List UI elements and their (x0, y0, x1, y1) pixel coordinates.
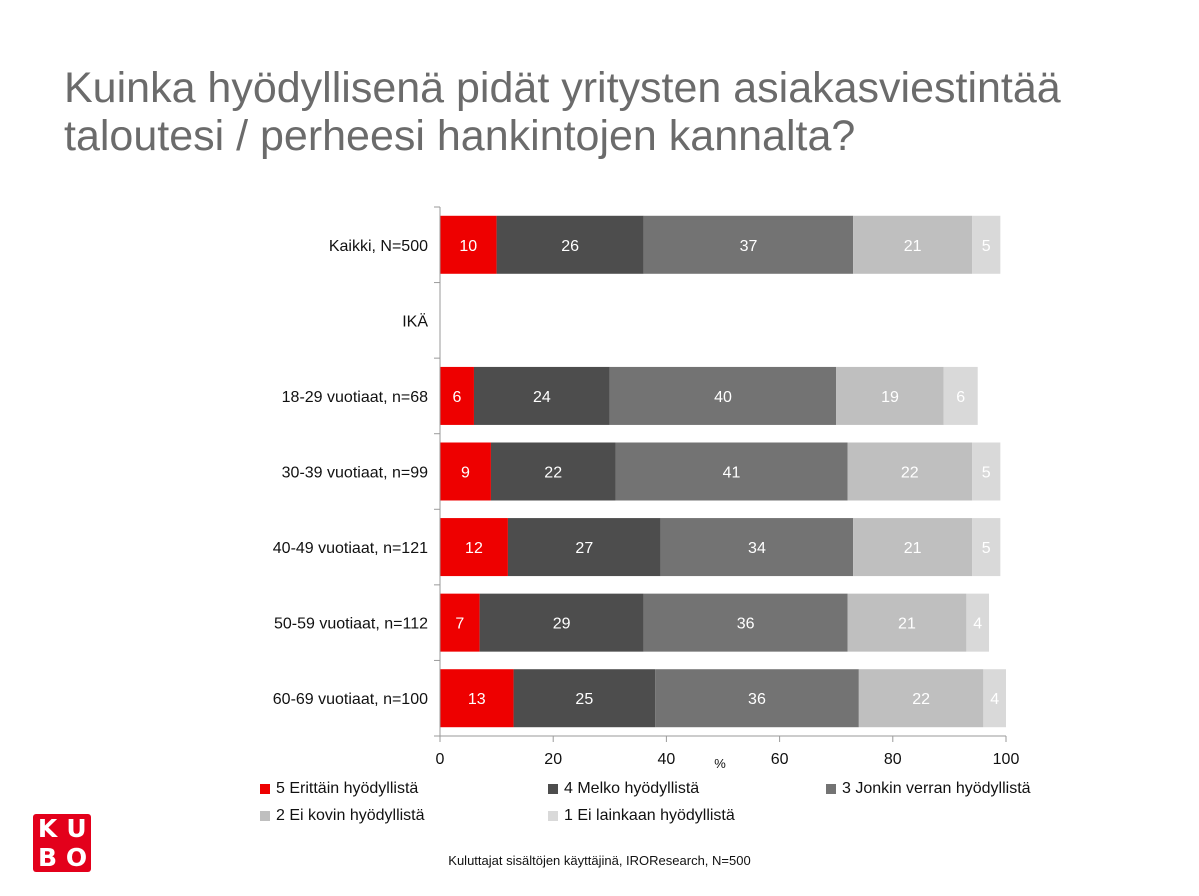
bar-segment (473, 366, 610, 425)
bar-segment (836, 366, 944, 425)
category-label: 18-29 vuotiaat, n=68 (282, 389, 428, 406)
legend-swatch (260, 811, 270, 821)
data-label: 4 (990, 691, 999, 708)
legend-swatch (548, 811, 558, 821)
logo-letter: B (37, 843, 58, 872)
data-label: 25 (575, 691, 593, 708)
category-label: 50-59 vuotiaat, n=112 (274, 616, 428, 633)
bar-segment (983, 669, 1006, 728)
legend-label: 3 Jonkin verran hyödyllistä (842, 780, 1031, 797)
data-label: 4 (973, 616, 982, 633)
x-tick-label: 80 (884, 751, 902, 768)
bar-segment (643, 593, 848, 652)
legend-label: 4 Melko hyödyllistä (564, 780, 700, 797)
data-label: 19 (881, 389, 899, 406)
bar-segment (858, 669, 984, 728)
bar-segment (507, 518, 661, 577)
bar-segment (479, 593, 644, 652)
bar-segment (490, 442, 616, 501)
bar-segment (853, 518, 973, 577)
bar-segment (440, 518, 508, 577)
bar-segment (440, 593, 480, 652)
data-label: 40 (714, 389, 732, 406)
x-tick-label: 20 (544, 751, 562, 768)
data-label: 37 (740, 238, 758, 255)
source-note: Kuluttajat sisältöjen käyttäjinä, IRORes… (448, 853, 751, 868)
page-title: Kuinka hyödyllisenä pidät yritysten asia… (64, 64, 1061, 160)
data-label: 21 (898, 616, 916, 633)
bar-segment (847, 442, 973, 501)
data-label: 22 (912, 691, 930, 708)
bar-segment (609, 366, 837, 425)
bar-segment (496, 215, 644, 274)
bar-segment (847, 593, 967, 652)
data-label: 5 (982, 465, 991, 482)
legend-item-ei-kovin: 2 Ei kovin hyödyllistä (260, 807, 425, 825)
bar-segment (853, 215, 973, 274)
bar-segment (440, 442, 491, 501)
data-label: 7 (455, 616, 464, 633)
data-label: 41 (723, 465, 741, 482)
bar-segment (615, 442, 848, 501)
category-label: IKÄ (402, 312, 428, 330)
logo-letter: U (66, 814, 87, 843)
data-label: 12 (465, 540, 483, 557)
legend-item-erittain: 5 Erittäin hyödyllistä (260, 780, 418, 798)
data-label: 9 (461, 465, 470, 482)
bar-segment (440, 215, 497, 274)
x-tick-label: 100 (993, 751, 1020, 768)
data-label: 5 (982, 238, 991, 255)
legend-item-melko: 4 Melko hyödyllistä (548, 780, 699, 798)
legend-item-ei-lainkaan: 1 Ei lainkaan hyödyllistä (548, 807, 735, 825)
legend-item-jonkin-verran: 3 Jonkin verran hyödyllistä (826, 780, 1031, 798)
data-label: 22 (544, 465, 562, 482)
legend-label: 5 Erittäin hyödyllistä (276, 780, 419, 797)
data-label: 24 (533, 389, 551, 406)
data-label: 6 (453, 389, 462, 406)
kubo-logo: K U B O (33, 814, 91, 872)
bar-segment (655, 669, 859, 728)
data-label: 26 (561, 238, 579, 255)
data-label: 21 (904, 238, 922, 255)
data-label: 22 (901, 465, 919, 482)
legend-label: 2 Ei kovin hyödyllistä (276, 807, 425, 824)
data-label: 34 (748, 540, 766, 557)
data-label: 27 (575, 540, 593, 557)
data-label: 29 (553, 616, 571, 633)
bar-segment (972, 215, 1001, 274)
logo-letter: O (65, 843, 88, 872)
bar-segment (440, 366, 474, 425)
bar-segment (943, 366, 978, 425)
x-tick-label: 60 (771, 751, 789, 768)
bar-segment (440, 669, 514, 728)
bar-segment (643, 215, 854, 274)
legend-swatch (826, 784, 836, 794)
x-axis-label: % (714, 756, 726, 771)
x-tick-label: 0 (436, 751, 445, 768)
data-label: 10 (459, 238, 477, 255)
category-label: 60-69 vuotiaat, n=100 (273, 691, 428, 708)
x-tick-label: 40 (658, 751, 676, 768)
bar-segment (966, 593, 990, 652)
legend-swatch (260, 784, 270, 794)
legend-label: 1 Ei lainkaan hyödyllistä (564, 807, 735, 824)
category-label: Kaikki, N=500 (329, 238, 428, 255)
bar-segment (660, 518, 854, 577)
bar-segment (513, 669, 656, 728)
bar-segment (972, 518, 1001, 577)
data-label: 13 (468, 691, 486, 708)
data-label: 36 (737, 616, 755, 633)
logo-letter: K (37, 814, 58, 843)
category-label: 30-39 vuotiaat, n=99 (282, 465, 428, 482)
category-label: 40-49 vuotiaat, n=121 (273, 540, 428, 557)
data-label: 36 (748, 691, 766, 708)
bar-segment (972, 442, 1001, 501)
data-label: 21 (904, 540, 922, 557)
data-label: 6 (956, 389, 965, 406)
data-label: 5 (982, 540, 991, 557)
legend-swatch (548, 784, 558, 794)
